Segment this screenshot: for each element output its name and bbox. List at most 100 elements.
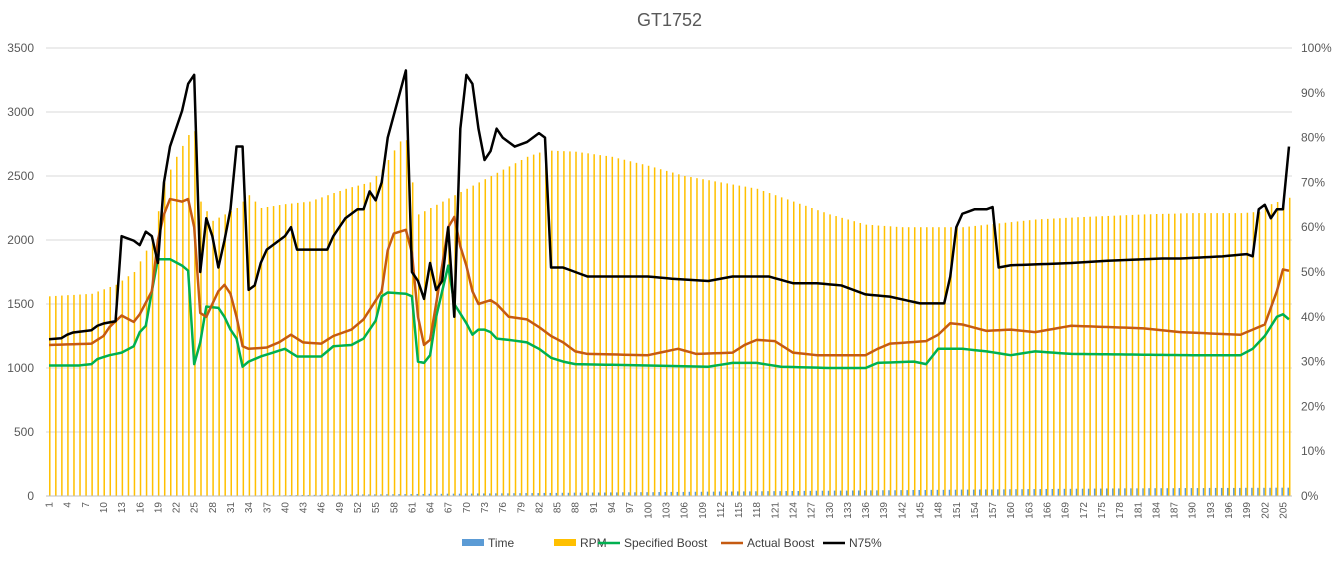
x-tick-label: 166: [1043, 502, 1054, 519]
bar-time: [567, 492, 570, 496]
bar-time: [337, 494, 340, 496]
bar-time: [924, 489, 927, 496]
bar-time: [616, 492, 618, 496]
y-tick-label-left: 2000: [7, 233, 34, 247]
bar-time: [331, 494, 334, 496]
x-tick-label: 73: [480, 502, 491, 514]
bar-rpm: [593, 154, 595, 497]
x-tick-label: 52: [353, 502, 364, 514]
bar-rpm: [1113, 215, 1116, 496]
bar-rpm: [944, 227, 946, 496]
bar-rpm: [1053, 218, 1055, 496]
bar-rpm: [55, 295, 57, 496]
bar-time: [319, 494, 322, 496]
bar-time: [882, 490, 884, 496]
legend-label: N75%: [849, 536, 882, 550]
x-tick-label: 139: [879, 502, 890, 519]
chart-title: GT1752: [636, 10, 703, 30]
x-tick-label: 97: [625, 502, 636, 514]
bar-rpm: [980, 225, 983, 496]
bar-rpm: [1010, 222, 1013, 496]
bar-time: [362, 494, 364, 496]
bar-rpm: [690, 177, 692, 497]
bar-time: [997, 489, 999, 496]
line-n75-: [48, 69, 1291, 341]
bar-rpm: [950, 227, 952, 496]
bar-time: [1130, 488, 1132, 496]
x-tick-label: 22: [172, 502, 183, 514]
bar-rpm: [381, 169, 384, 496]
bar-time: [537, 493, 539, 496]
bar-time: [634, 492, 636, 496]
bar-time: [1142, 488, 1144, 496]
bar-time: [815, 490, 818, 496]
bar-rpm: [163, 182, 166, 496]
bar-rpm: [817, 210, 819, 496]
bar-rpm: [339, 190, 341, 496]
bar-time: [688, 491, 691, 496]
bar-rpm: [962, 227, 964, 496]
bar-rpm: [998, 223, 1001, 497]
y-tick-label-right: 20%: [1301, 399, 1325, 413]
bar-rpm: [260, 208, 263, 496]
bar-time: [343, 494, 346, 496]
bar-rpm: [200, 201, 202, 496]
bar-time: [1136, 488, 1138, 496]
y-tick-label-right: 50%: [1301, 265, 1325, 279]
bar-time: [1057, 488, 1060, 496]
y-tick-label-right: 60%: [1301, 220, 1325, 234]
bar-time: [773, 491, 775, 496]
bar-rpm: [992, 224, 995, 496]
bar-rpm: [121, 280, 124, 496]
x-tick-label: 169: [1061, 502, 1072, 519]
bar-rpm: [665, 170, 668, 496]
bar-time: [628, 492, 630, 496]
bar-rpm: [520, 160, 523, 496]
x-tick-label: 85: [553, 502, 564, 514]
bar-rpm: [629, 161, 632, 496]
bar-time: [1251, 487, 1253, 496]
x-tick-label: 178: [1115, 502, 1126, 519]
x-tick-label: 31: [226, 502, 237, 514]
y-tick-label-left: 500: [14, 425, 34, 439]
bar-rpm: [230, 211, 232, 496]
bar-rpm: [363, 183, 366, 496]
bar-time: [440, 493, 443, 496]
bar-time: [960, 489, 963, 496]
bar-time: [876, 490, 878, 496]
bar-rpm: [97, 291, 99, 496]
bar-rpm: [206, 211, 208, 496]
bar-rpm: [1047, 218, 1049, 496]
x-tick-label: 103: [661, 502, 672, 519]
legend-label: Time: [488, 536, 515, 550]
bar-time: [325, 494, 328, 496]
bar-rpm: [1028, 220, 1031, 496]
bar-time: [779, 491, 781, 496]
bar-time: [966, 489, 969, 496]
bar-time: [978, 489, 981, 496]
bar-rpm: [502, 169, 505, 496]
bar-rpm: [1059, 218, 1061, 497]
bar-rpm: [756, 188, 759, 497]
bar-rpm: [1276, 201, 1279, 496]
bar-rpm: [714, 181, 716, 496]
bar-time: [349, 494, 352, 496]
x-tick-label: 91: [589, 502, 600, 514]
bar-rpm: [508, 166, 511, 496]
bar-time: [1287, 487, 1289, 496]
bar-rpm: [647, 165, 650, 496]
bar-time: [1124, 488, 1126, 496]
bar-time: [682, 491, 685, 496]
bar-time: [428, 493, 431, 496]
bar-time: [851, 490, 854, 496]
bar-rpm: [1095, 216, 1097, 496]
legend-label: RPM: [580, 536, 607, 550]
bar-rpm: [1089, 216, 1091, 497]
bar-time: [1160, 488, 1162, 496]
bar-rpm: [1264, 208, 1267, 496]
bar-rpm: [442, 201, 444, 496]
x-tick-label: 172: [1079, 502, 1090, 519]
x-tick-label: 184: [1151, 502, 1162, 519]
x-tick-label: 193: [1206, 502, 1217, 519]
bar-rpm: [478, 182, 480, 496]
